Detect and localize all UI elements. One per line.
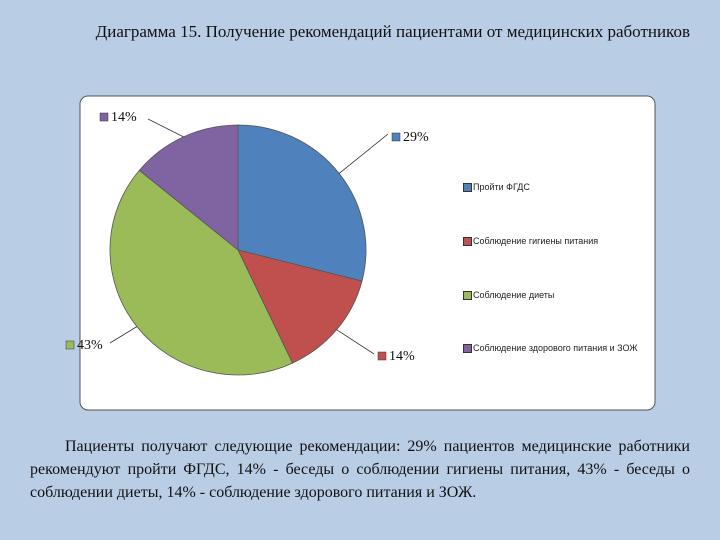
pie-slice — [237, 124, 367, 282]
label-swatch — [99, 112, 109, 122]
leader-line — [109, 326, 138, 344]
pie-slice — [109, 169, 294, 376]
legend-label: Пройти ФГДС — [473, 182, 530, 192]
label-swatch — [65, 340, 75, 350]
legend-label: Соблюдение здорового питания и ЗОЖ — [473, 343, 638, 353]
label-swatch — [391, 132, 401, 142]
legend-label: Соблюдение гигиены питания — [473, 236, 599, 246]
legend-swatch — [463, 344, 472, 353]
legend-swatch — [463, 183, 472, 192]
chart-title: Диаграмма 15. Получение рекомендаций пац… — [95, 22, 690, 41]
data-label: 14% — [111, 110, 137, 125]
label-swatch — [377, 351, 387, 361]
data-label: 14% — [389, 349, 415, 364]
leader-line — [338, 133, 389, 174]
data-label: 43% — [77, 338, 103, 353]
leader-line — [336, 329, 375, 355]
legend-swatch — [463, 291, 472, 300]
data-label: 29% — [403, 130, 429, 145]
leader-line — [147, 118, 184, 138]
legend-label: Соблюдение диеты — [473, 290, 555, 300]
description: Пациенты получают следующие рекомендации… — [30, 438, 690, 501]
legend-swatch — [463, 237, 472, 246]
